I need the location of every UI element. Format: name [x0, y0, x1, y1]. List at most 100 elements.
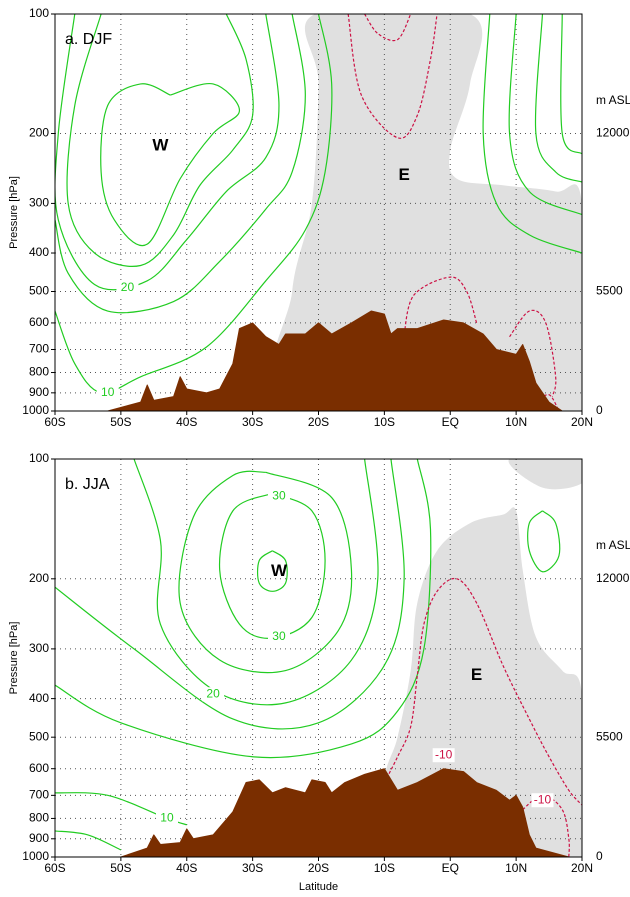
x-tick-label: EQ: [442, 415, 459, 429]
contour-line: [55, 459, 432, 759]
x-tick-label: EQ: [442, 861, 459, 875]
y2-tick-label: 0: [596, 403, 603, 417]
x-tick-label: 20S: [308, 861, 329, 875]
x-axis-label: Latitude: [299, 881, 338, 893]
easterly-region: [508, 459, 582, 490]
contour-line: [55, 14, 333, 394]
x-tick-label: 50S: [110, 861, 131, 875]
contour-line: [508, 14, 582, 216]
contour-line: [256, 550, 288, 592]
x-tick-label: 30S: [242, 861, 263, 875]
y-tick-label: 600: [29, 761, 49, 775]
x-tick-label: 20N: [571, 415, 593, 429]
x-tick-label: 10N: [505, 861, 527, 875]
y-tick-label: 100: [29, 6, 49, 20]
contour-line: [55, 14, 280, 291]
annotation: E: [398, 165, 409, 184]
y2-tick-label: 12000: [596, 126, 630, 140]
contour-label: -10: [534, 792, 552, 806]
x-tick-label: 20S: [308, 415, 329, 429]
contour-line: [347, 14, 438, 139]
y-tick-label: 300: [29, 641, 49, 655]
easterly-region: [369, 507, 582, 857]
contour-label: 30: [272, 488, 286, 502]
y2-tick-label: 12000: [596, 571, 630, 585]
x-tick-label: 40S: [176, 415, 197, 429]
contour-line: [509, 309, 557, 397]
contour-label-bg: [96, 385, 119, 400]
annotation: W: [152, 135, 169, 154]
contour-line: [534, 14, 582, 183]
y2-tick-label: 0: [596, 849, 603, 863]
y2-axis-label: m ASL: [596, 538, 630, 552]
contour-label-bg: [202, 687, 225, 702]
contour-line: [178, 470, 353, 674]
terrain: [120, 768, 570, 857]
terrain: [107, 310, 563, 411]
y-tick-label: 700: [29, 342, 49, 356]
contour-line: [560, 14, 582, 155]
contour-line: [364, 14, 412, 42]
contour-line: [482, 14, 582, 254]
contour-label-bg: [155, 811, 178, 826]
plot-area: 30 30 20 10 -10 -10: [55, 459, 582, 857]
contour-label: 30: [272, 629, 286, 643]
contour-label: -10: [435, 747, 453, 761]
y-tick-label: 200: [29, 126, 49, 140]
contour-line: [100, 82, 241, 247]
contour-line: [55, 830, 122, 851]
y-axis-label: Pressure [hPa]: [8, 176, 20, 249]
annotation: E: [471, 665, 482, 684]
contour-label-bg: [432, 748, 455, 763]
contour-line: [383, 577, 582, 806]
y-tick-label: 400: [29, 245, 49, 259]
x-tick-label: 10N: [505, 415, 527, 429]
contour-label-bg: [267, 629, 290, 644]
y-tick-label: 400: [29, 691, 49, 705]
y-tick-label: 600: [29, 315, 49, 329]
y-tick-label: 1000: [22, 849, 49, 863]
y2-tick-label: 5500: [596, 284, 623, 298]
y-tick-label: 800: [29, 811, 49, 825]
y2-axis-label: m ASL: [596, 93, 630, 107]
contour-label: 10: [160, 811, 174, 825]
panel-title: a. DJF: [65, 31, 112, 48]
contour-label-bg: [267, 489, 290, 504]
contour-line: [403, 276, 478, 335]
x-tick-label: 20N: [571, 861, 593, 875]
contour-line: [55, 792, 187, 826]
annotation: W: [271, 561, 288, 580]
y-tick-label: 100: [29, 451, 49, 465]
x-tick-label: 10S: [374, 861, 395, 875]
y-tick-label: 700: [29, 788, 49, 802]
contour-label: 10: [101, 385, 115, 399]
y-tick-label: 900: [29, 831, 49, 845]
contour-line: [133, 459, 379, 706]
y2-tick-label: 5500: [596, 729, 623, 743]
x-tick-label: 60S: [44, 861, 65, 875]
contour-label: 20: [121, 280, 135, 294]
contour-line: [527, 510, 561, 573]
y-tick-label: 500: [29, 284, 49, 298]
contour-label-bg: [116, 281, 139, 296]
contour-line: [55, 14, 306, 314]
x-tick-label: 60S: [44, 415, 65, 429]
y-tick-label: 1000: [22, 403, 49, 417]
y-tick-label: 200: [29, 571, 49, 585]
contour-line: [55, 459, 405, 730]
x-tick-label: 10S: [374, 415, 395, 429]
y-tick-label: 300: [29, 196, 49, 210]
contour-line: [535, 393, 560, 411]
y-tick-label: 900: [29, 385, 49, 399]
y-axis-label: Pressure [hPa]: [8, 622, 20, 695]
x-tick-label: 40S: [176, 861, 197, 875]
contour-label: 20: [206, 686, 220, 700]
panel-title: b. JJA: [65, 476, 110, 493]
easterly-region: [270, 14, 582, 411]
x-tick-label: 30S: [242, 415, 263, 429]
contour-line: [66, 14, 254, 267]
y-tick-label: 800: [29, 365, 49, 379]
contour-label-bg: [531, 793, 554, 808]
